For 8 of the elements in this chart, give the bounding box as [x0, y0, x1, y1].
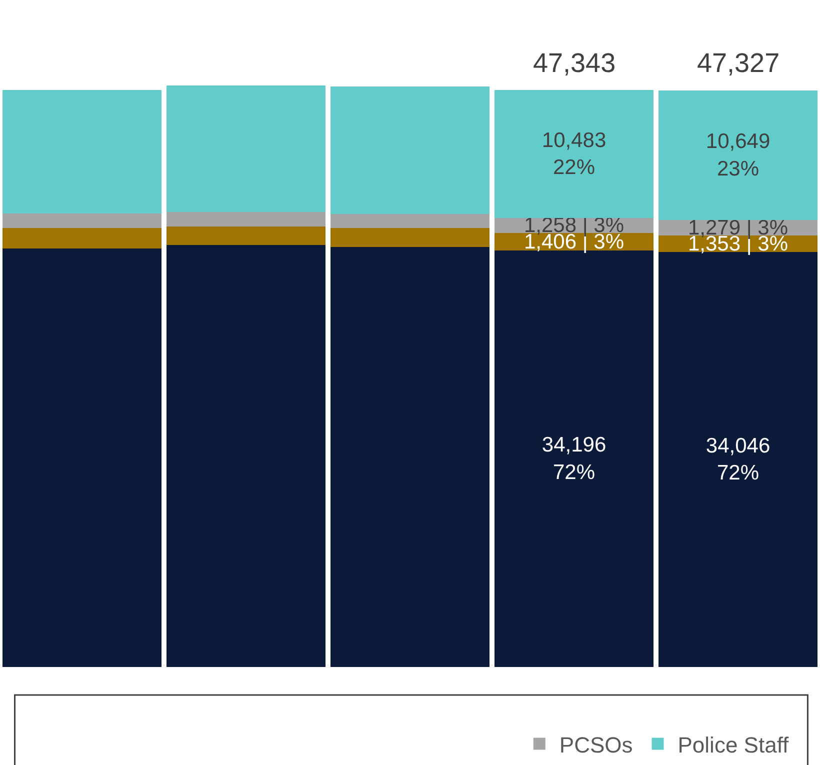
total-label: 47,327	[697, 48, 780, 78]
legend-label: PCSOs	[559, 732, 633, 758]
data-label: 34,046 72%	[706, 434, 770, 485]
total-label: 47,343	[533, 48, 616, 78]
data-label: 10,649 23%	[706, 130, 770, 180]
data-label: 10,483 22%	[542, 128, 606, 180]
legend-label: Police Staff	[678, 732, 790, 758]
data-label: 34,196 72%	[542, 434, 606, 484]
